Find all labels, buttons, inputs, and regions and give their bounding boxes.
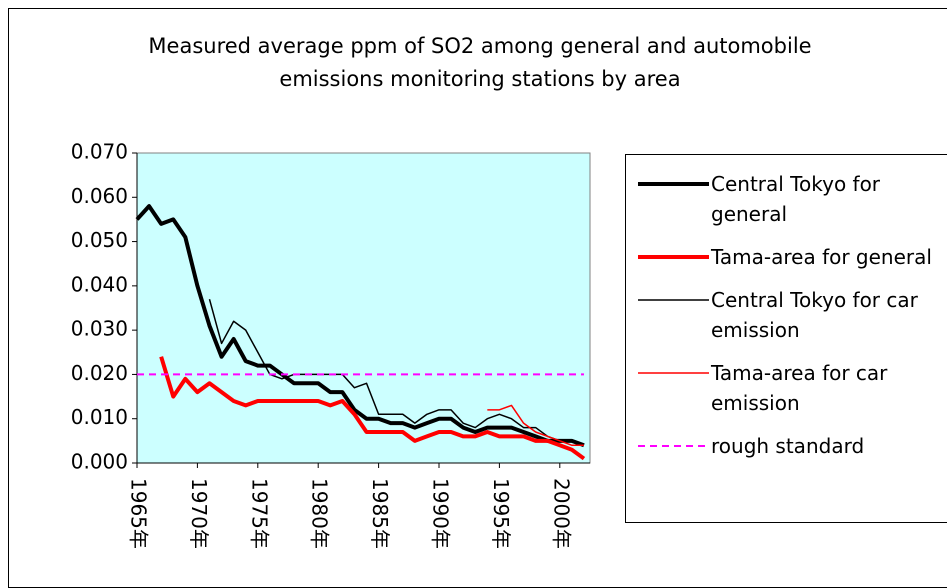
x-tick-label: 1970年 [187, 478, 211, 549]
x-tick-label: 1965年 [127, 478, 151, 549]
series-line [135, 204, 585, 448]
chart-title: Measured average ppm of SO2 among genera… [148, 34, 812, 91]
legend-swatch [638, 299, 709, 301]
page: 0.000 0.010 0.020 0.030 0.040 0.050 0.060 0.070… [8, 8, 947, 588]
legend-label: Tama-area for car emission [711, 361, 888, 415]
legend-label: rough standard [711, 434, 865, 458]
legend-label: Central Tokyo for general [711, 172, 881, 226]
y-tick-label: 0.010 [71, 405, 128, 429]
x-tick-label: 1980年 [308, 478, 332, 549]
y-tick-label: 0.070 [71, 140, 128, 164]
legend: Central Tokyo for general Tama-area for g… [625, 154, 947, 523]
y-tick-label: 0.030 [71, 317, 128, 341]
y-tick-label: 0.020 [71, 361, 128, 385]
x-tick-label: 1975年 [247, 478, 271, 549]
x-tick-label: 1985年 [368, 478, 392, 549]
legend-label: Central Tokyo for car emission [711, 288, 918, 342]
legend-swatch [638, 182, 709, 186]
legend-label: Tama-area for general [711, 245, 932, 269]
legend-item: Central Tokyo for car emission [626, 285, 947, 345]
legend-item: Central Tokyo for general [626, 169, 947, 229]
y-tick-label: 0.050 [71, 228, 128, 252]
legend-item: Tama-area for car emission [626, 358, 947, 418]
x-tick-label: 2000年 [549, 478, 573, 549]
legend-item: rough standard [626, 431, 947, 461]
y-tick-label: 0.060 [71, 184, 128, 208]
legend-item: Tama-area for general [626, 242, 947, 272]
y-tick-label: 0.000 [71, 450, 128, 474]
series-line [159, 356, 586, 461]
x-tick-label: 1995年 [489, 478, 513, 549]
chart: 0.000 0.010 0.020 0.030 0.040 0.050 0.060 0.070… [71, 140, 591, 549]
legend-swatch [638, 445, 709, 447]
legend-swatch [638, 372, 709, 374]
legend-swatch [638, 255, 709, 259]
x-tick-label: 1990年 [429, 478, 453, 549]
series-line [487, 404, 584, 447]
y-tick-label: 0.040 [71, 272, 128, 296]
